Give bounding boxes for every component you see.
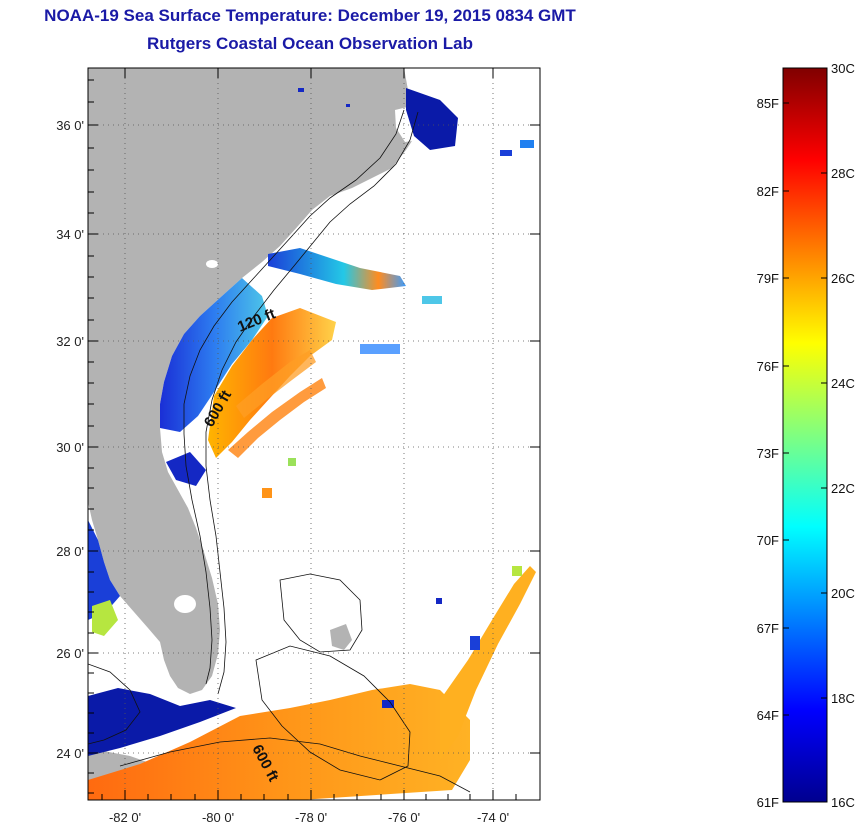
- land-bahamas-2: [330, 624, 352, 650]
- lat-tick-30: 30 0': [56, 440, 84, 455]
- colorbar-label-67f: 67F: [757, 621, 779, 636]
- axis-ticks: [88, 68, 540, 800]
- lake: [206, 260, 218, 268]
- colorbar-label-82f: 82F: [757, 184, 779, 199]
- lat-tick-36: 36 0': [56, 118, 84, 133]
- lat-tick-28: 28 0': [56, 544, 84, 559]
- map-subtitle: Rutgers Coastal Ocean Observation Lab: [147, 34, 473, 53]
- sst-swath-gulf-stream-2: [236, 350, 316, 418]
- sst-cold-patch: [166, 452, 206, 486]
- grid-lines: [88, 68, 540, 800]
- colorbar-label-18c: 18C: [831, 691, 855, 706]
- contour-600ft: [205, 111, 419, 695]
- colorbar-label-73f: 73F: [757, 446, 779, 461]
- lon-tick-80: -80 0': [202, 810, 234, 825]
- colorbar-label-28c: 28C: [831, 166, 855, 181]
- lake-okeechobee: [174, 595, 196, 613]
- sst-swath-se: [440, 566, 536, 760]
- colorbar-label-24c: 24C: [831, 376, 855, 391]
- land-us-east-coast: [88, 68, 428, 694]
- lat-tick-24: 24 0': [56, 746, 84, 761]
- sst-west-florida: [88, 520, 120, 620]
- sst-south-warm: [88, 684, 470, 800]
- contour-cuba: [119, 737, 471, 793]
- sst-swath-coastal-cold: [160, 278, 268, 432]
- colorbar-label-30c: 30C: [831, 61, 855, 76]
- colorbar-label-22c: 22C: [831, 481, 855, 496]
- lon-tick-82: -82 0': [109, 810, 141, 825]
- lon-tick-74: -74 0': [477, 810, 509, 825]
- contour-bahamas-2: [255, 645, 411, 781]
- colorbar-label-26c: 26C: [831, 271, 855, 286]
- sst-scattered-pixels: [262, 88, 534, 708]
- sst-swath-outer-banks: [406, 88, 458, 150]
- sst-west-florida-warm: [92, 600, 118, 636]
- colorbar-label-64f: 64F: [757, 708, 779, 723]
- colorbar-label-61f: 61F: [757, 795, 779, 810]
- map-title: NOAA-19 Sea Surface Temperature: Decembe…: [44, 6, 576, 25]
- lon-tick-76: -76 0': [388, 810, 420, 825]
- lat-tick-32: 32 0': [56, 334, 84, 349]
- sst-swath-warm-filament: [228, 378, 326, 458]
- lon-tick-78: -78 0': [295, 810, 327, 825]
- colorbar-label-76f: 76F: [757, 359, 779, 374]
- colorbar-scale: [782, 67, 828, 803]
- colorbar-label-85f: 85F: [757, 96, 779, 111]
- colorbar-label-79f: 79F: [757, 271, 779, 286]
- map-frame: [87, 67, 541, 801]
- contour-gulf: [88, 663, 141, 745]
- colorbar-label-20c: 20C: [831, 586, 855, 601]
- colorbar-ticks: [783, 67, 827, 716]
- sst-swath-33n: [268, 248, 406, 290]
- lat-tick-34: 34 0': [56, 227, 84, 242]
- contour-120ft: [183, 109, 405, 685]
- colorbar-label-16c: 16C: [831, 795, 855, 810]
- colorbar-label-70f: 70F: [757, 533, 779, 548]
- contour-bahamas: [279, 573, 363, 653]
- lat-tick-26: 26 0': [56, 646, 84, 661]
